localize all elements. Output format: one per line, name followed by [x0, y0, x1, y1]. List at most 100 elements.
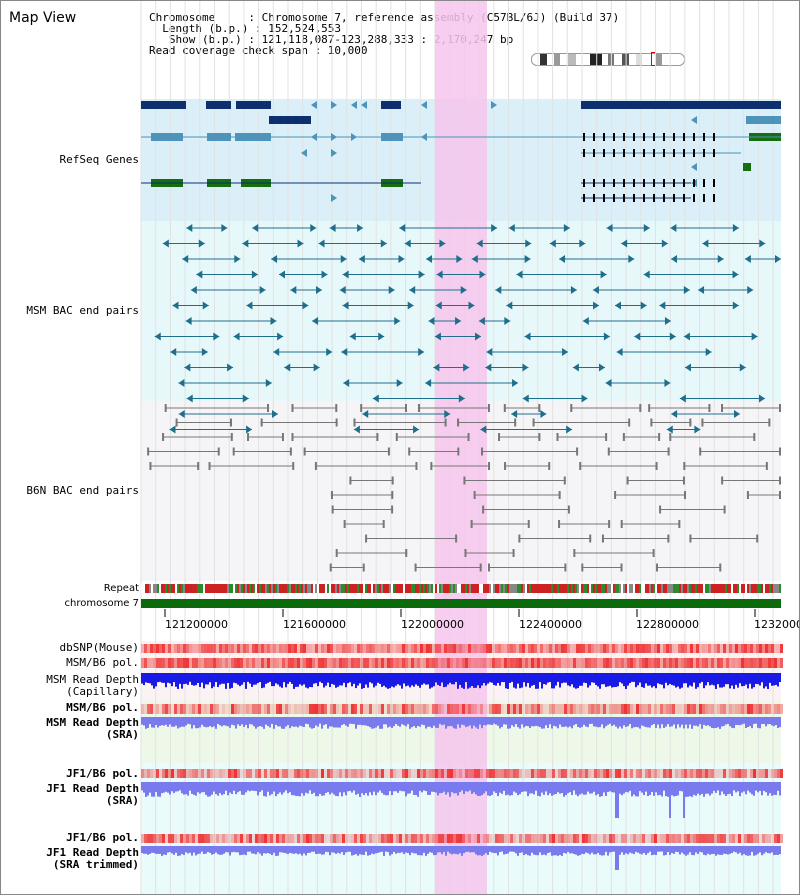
- read-depth-bin: [687, 673, 689, 688]
- polymorphism-bin: [627, 644, 630, 653]
- repeat-element: [763, 584, 765, 593]
- polymorphism-bin: [543, 769, 546, 778]
- repeat-element: [565, 584, 567, 593]
- repeat-element: [771, 584, 773, 593]
- read-depth-bin: [465, 846, 467, 853]
- read-depth-bin: [721, 782, 723, 792]
- read-depth-bin: [393, 717, 395, 727]
- read-depth-bin: [455, 717, 457, 729]
- read-depth-bin: [237, 846, 239, 853]
- read-depth-bin: [257, 673, 259, 684]
- polymorphism-bin: [735, 644, 738, 653]
- read-depth-bin: [641, 673, 643, 688]
- track-label-refseq[interactable]: RefSeq Genes: [59, 153, 139, 166]
- read-depth-bin: [243, 846, 245, 855]
- read-depth-bin: [275, 717, 277, 725]
- read-depth-bin: [513, 673, 515, 688]
- read-depth-bin: [165, 673, 167, 688]
- polymorphism-bin: [354, 769, 357, 778]
- read-depth-bin: [203, 782, 205, 793]
- repeat-element: [509, 584, 511, 593]
- read-depth-bin: [711, 717, 713, 728]
- polymorphism-bin: [639, 658, 642, 668]
- refseq-exon: [673, 194, 675, 202]
- polymorphism-bin: [429, 834, 432, 843]
- repeat-element: [607, 584, 609, 593]
- polymorphism-bin: [435, 644, 438, 653]
- read-depth-bin: [409, 782, 411, 794]
- read-depth-bin: [235, 673, 237, 684]
- msm-bac-end: [178, 379, 185, 387]
- refseq-exon: [653, 149, 655, 157]
- polymorphism-bin: [519, 704, 522, 714]
- read-depth-bin: [381, 717, 383, 729]
- polymorphism-bin: [183, 658, 186, 668]
- read-depth-bin: [419, 717, 421, 727]
- read-depth-bin: [189, 846, 191, 853]
- read-depth-bin: [721, 846, 723, 855]
- read-depth-bin: [231, 782, 233, 795]
- repeat-element: [671, 584, 673, 593]
- polymorphism-bin: [486, 834, 489, 843]
- read-depth-bin: [509, 782, 511, 796]
- track-label-msm-bac[interactable]: MSM BAC end pairs: [26, 304, 139, 317]
- repeat-element: [285, 584, 287, 593]
- read-depth-bin: [679, 717, 681, 728]
- read-depth-bin: [497, 673, 499, 684]
- read-depth-bin: [409, 717, 411, 729]
- read-depth-bin: [291, 673, 293, 684]
- read-depth-bin: [141, 717, 143, 725]
- read-depth-bin: [365, 717, 367, 726]
- read-depth-bin: [735, 673, 737, 685]
- polymorphism-bin: [630, 658, 633, 668]
- read-depth-bin: [341, 717, 343, 725]
- polymorphism-bin: [234, 834, 237, 843]
- read-depth-bin: [549, 846, 551, 853]
- read-depth-bin: [305, 846, 307, 856]
- read-depth-bin: [535, 782, 537, 791]
- read-depth-bin: [713, 717, 715, 729]
- repeat-element: [267, 584, 269, 593]
- read-depth-bin: [741, 717, 743, 725]
- polymorphism-bin: [483, 834, 486, 843]
- polymorphism-bin: [657, 644, 660, 653]
- read-depth-bin: [595, 782, 597, 796]
- read-depth-bin: [259, 673, 261, 683]
- b6n-bac-end: [659, 505, 662, 514]
- polymorphism-bin: [366, 834, 369, 843]
- msm-bac-end: [409, 286, 416, 294]
- read-depth-bin: [453, 717, 455, 729]
- repeat-element: [503, 584, 505, 593]
- strand-arrow: [351, 133, 357, 141]
- read-depth-bin: [379, 717, 381, 729]
- polymorphism-bin: [714, 834, 717, 843]
- polymorphism-bin: [750, 834, 753, 843]
- read-depth-bin: [695, 717, 697, 726]
- polymorphism-bin: [192, 644, 195, 653]
- polymorphism-bin: [672, 644, 675, 653]
- polymorphism-bin: [561, 644, 564, 653]
- polymorphism-bin: [279, 704, 282, 714]
- polymorphism-bin: [690, 769, 693, 778]
- polymorphism-bin: [342, 658, 345, 668]
- polymorphism-bin: [741, 704, 744, 714]
- read-depth-bin: [737, 717, 739, 726]
- read-depth-bin: [379, 673, 381, 684]
- read-depth-bin: [225, 846, 227, 853]
- b6n-bac-end: [230, 433, 233, 441]
- read-depth-bin: [755, 717, 757, 724]
- track-label-b6n-bac[interactable]: B6N BAC end pairs: [26, 484, 139, 497]
- read-depth-bin: [191, 673, 193, 685]
- read-depth-bin: [767, 717, 769, 725]
- repeat-element: [577, 584, 579, 593]
- polymorphism-bin: [159, 834, 162, 843]
- polymorphism-bin: [780, 704, 783, 714]
- polymorphism-bin: [585, 769, 588, 778]
- polymorphism-bin: [324, 644, 327, 653]
- read-depth-bin: [773, 846, 775, 856]
- polymorphism-bin: [408, 769, 411, 778]
- repeat-element: [613, 584, 615, 593]
- polymorphism-bin: [693, 834, 696, 843]
- polymorphism-bin: [210, 834, 213, 843]
